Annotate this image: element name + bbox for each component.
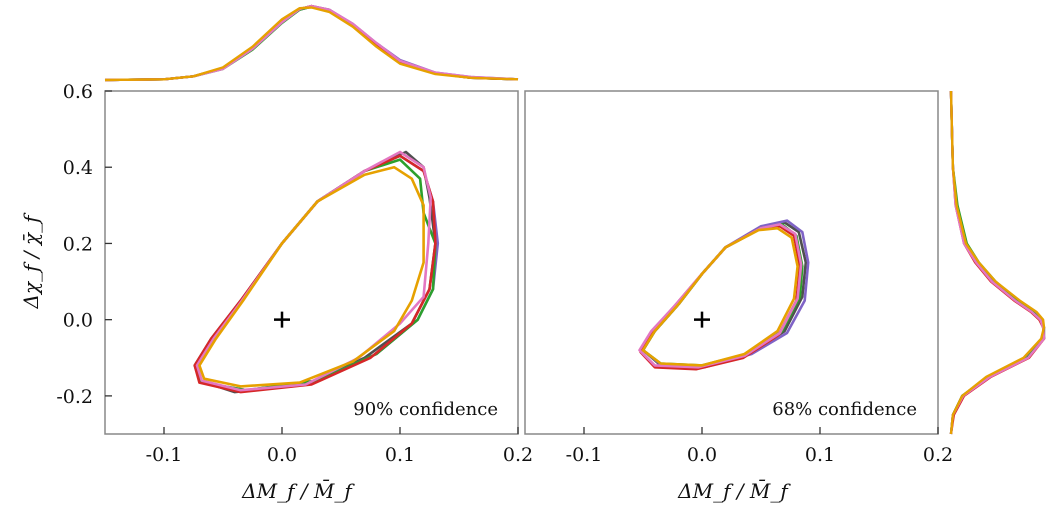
panel-left: -0.1 0.0 0.1 0.2 -0.2 0.0 0.2 0.4 0.6 90% confi…: [19, 81, 533, 503]
x-tick-label: 0.0: [687, 444, 717, 466]
y-tick-label: 0.4: [63, 157, 93, 179]
y-tick-label: -0.2: [56, 386, 93, 408]
contour-line: [193, 154, 437, 394]
right-x-ticks: -0.1 0.0 0.1 0.2: [566, 427, 953, 466]
left-x-axis-label: ΔM_f / M̄_f: [241, 478, 355, 503]
contour-line: [641, 219, 810, 369]
right-x-axis-label: ΔM_f / M̄_f: [677, 478, 791, 503]
y-tick-label: 0.6: [63, 81, 93, 103]
panel-right: -0.1 0.0 0.1 0.2 68% confidence ΔM_f / M̄_f: [524, 90, 953, 503]
left-contours: [193, 150, 440, 394]
contour-line: [641, 221, 808, 369]
contour-line: [195, 150, 432, 392]
marginal-right-line: [949, 90, 1046, 435]
x-tick-label: 0.2: [503, 444, 533, 466]
right-annotation: 68% confidence: [772, 399, 917, 420]
marginal-top-line: [104, 5, 519, 82]
contour-line: [638, 223, 803, 369]
contour-line: [195, 158, 437, 392]
truth-marker: [694, 311, 710, 328]
marginal-right-line: [949, 90, 1046, 435]
contour-line: [641, 226, 799, 367]
panel-left-frame: [104, 90, 519, 435]
marginal-top-line: [104, 5, 519, 82]
y-tick-label: 0.2: [63, 233, 93, 255]
y-axis-label: Δχ_f / χ̄_f: [19, 212, 43, 310]
marginal-right-line: [949, 90, 1046, 435]
marginal-right-density: [949, 90, 1046, 435]
contour-line: [639, 225, 802, 371]
x-tick-label: 0.2: [923, 444, 953, 466]
contour-line: [641, 223, 804, 367]
left-x-ticks: -0.1 0.0 0.1 0.2: [146, 427, 533, 466]
x-tick-label: -0.1: [146, 444, 183, 466]
marginal-right-line: [949, 90, 1046, 435]
left-y-ticks: -0.2 0.0 0.2 0.4 0.6: [56, 81, 112, 408]
marginal-top-line: [104, 4, 519, 82]
contour-line: [198, 165, 425, 388]
x-tick-label: 0.1: [385, 444, 415, 466]
marginal-top-line: [104, 4, 519, 82]
x-tick-label: -0.1: [566, 444, 603, 466]
marginal-top-line: [104, 6, 519, 82]
truth-marker: [274, 311, 290, 328]
marginal-top-line: [104, 4, 519, 82]
right-contours: [638, 219, 810, 371]
marginal-top-density: [104, 4, 519, 82]
contour-line: [193, 150, 437, 394]
panel-right-frame: [524, 90, 939, 435]
x-tick-label: 0.0: [267, 444, 297, 466]
y-tick-label: 0.0: [63, 310, 93, 332]
marginal-right-line: [949, 90, 1046, 435]
marginal-right-line: [949, 90, 1046, 435]
contour-line: [195, 154, 440, 392]
x-tick-label: 0.1: [805, 444, 835, 466]
left-annotation: 90% confidence: [353, 399, 498, 420]
